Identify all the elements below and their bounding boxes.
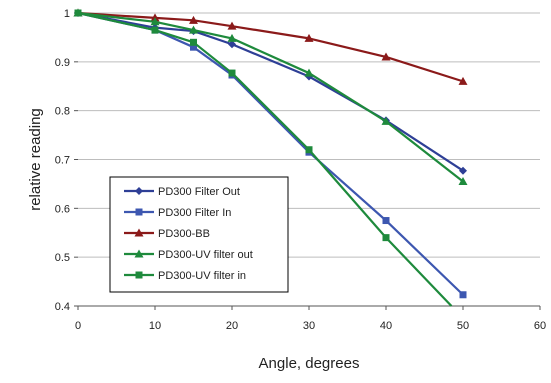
triangle-marker bbox=[381, 52, 391, 61]
legend-label: PD300-UV filter out bbox=[158, 249, 253, 261]
diamond-marker bbox=[135, 187, 143, 195]
legend-item: PD300 Filter In bbox=[124, 207, 231, 219]
x-tick-label: 60 bbox=[534, 320, 546, 332]
square-marker bbox=[74, 9, 82, 17]
diamond-marker bbox=[459, 166, 467, 175]
y-tick-label: 0.7 bbox=[55, 155, 70, 167]
square-marker bbox=[190, 38, 197, 46]
legend-item: PD300-UV filter out bbox=[124, 249, 253, 261]
series-5 bbox=[74, 9, 453, 307]
legend-item: PD300-BB bbox=[124, 228, 210, 240]
triangle-marker bbox=[134, 228, 144, 237]
legend-item: PD300-UV filter in bbox=[124, 270, 246, 282]
y-tick-label: 1 bbox=[64, 8, 70, 20]
legend-label: PD300-UV filter in bbox=[158, 270, 246, 282]
square-marker bbox=[135, 271, 143, 279]
square-marker bbox=[382, 217, 390, 225]
x-axis-title: Angle, degrees bbox=[259, 355, 360, 372]
series-group bbox=[73, 8, 468, 307]
triangle-marker bbox=[227, 33, 237, 42]
legend-label: PD300 Filter In bbox=[158, 207, 231, 219]
y-tick-label: 0.8 bbox=[55, 106, 70, 118]
series-line bbox=[77, 11, 464, 172]
square-marker bbox=[151, 26, 159, 34]
triangle-marker bbox=[458, 176, 468, 185]
diamond-marker bbox=[228, 40, 236, 49]
series-4 bbox=[73, 8, 468, 185]
triangle-marker bbox=[381, 116, 391, 125]
legend: PD300 Filter Out PD300 Filter In PD300-BB P… bbox=[109, 176, 289, 293]
square-marker bbox=[190, 43, 197, 51]
triangle-marker bbox=[134, 249, 144, 258]
x-tick-label: 50 bbox=[457, 320, 469, 332]
series-line bbox=[77, 11, 464, 183]
triangle-marker bbox=[304, 33, 314, 42]
square-marker bbox=[228, 69, 236, 77]
y-tick-label: 0.4 bbox=[55, 301, 70, 313]
y-tick-label: 0.5 bbox=[55, 252, 70, 264]
x-tick-label: 30 bbox=[303, 320, 315, 332]
x-tick-label: 10 bbox=[149, 320, 161, 332]
axes: 0.40.50.60.70.80.910 10 20 30 40 50 60 bbox=[55, 8, 546, 332]
legend-label: PD300-BB bbox=[158, 228, 210, 240]
square-marker bbox=[459, 291, 467, 299]
x-tick-label: 40 bbox=[380, 320, 392, 332]
triangle-marker bbox=[189, 25, 198, 34]
triangle-marker bbox=[227, 21, 237, 30]
square-marker bbox=[382, 234, 390, 242]
square-marker bbox=[305, 146, 313, 154]
series-1 bbox=[74, 9, 467, 175]
x-tick-label: 0 bbox=[75, 320, 81, 332]
y-axis-title: relative reading bbox=[27, 108, 44, 211]
legend-item: PD300 Filter Out bbox=[124, 186, 240, 198]
y-tick-label: 0.6 bbox=[55, 203, 70, 215]
x-tick-label: 20 bbox=[226, 320, 238, 332]
triangle-marker bbox=[189, 15, 198, 24]
triangle-marker bbox=[150, 17, 160, 26]
square-marker bbox=[135, 208, 143, 216]
legend-label: PD300 Filter Out bbox=[158, 186, 240, 198]
triangle-marker bbox=[304, 68, 314, 77]
triangle-marker bbox=[458, 76, 468, 85]
y-tick-label: 0.9 bbox=[55, 57, 70, 69]
